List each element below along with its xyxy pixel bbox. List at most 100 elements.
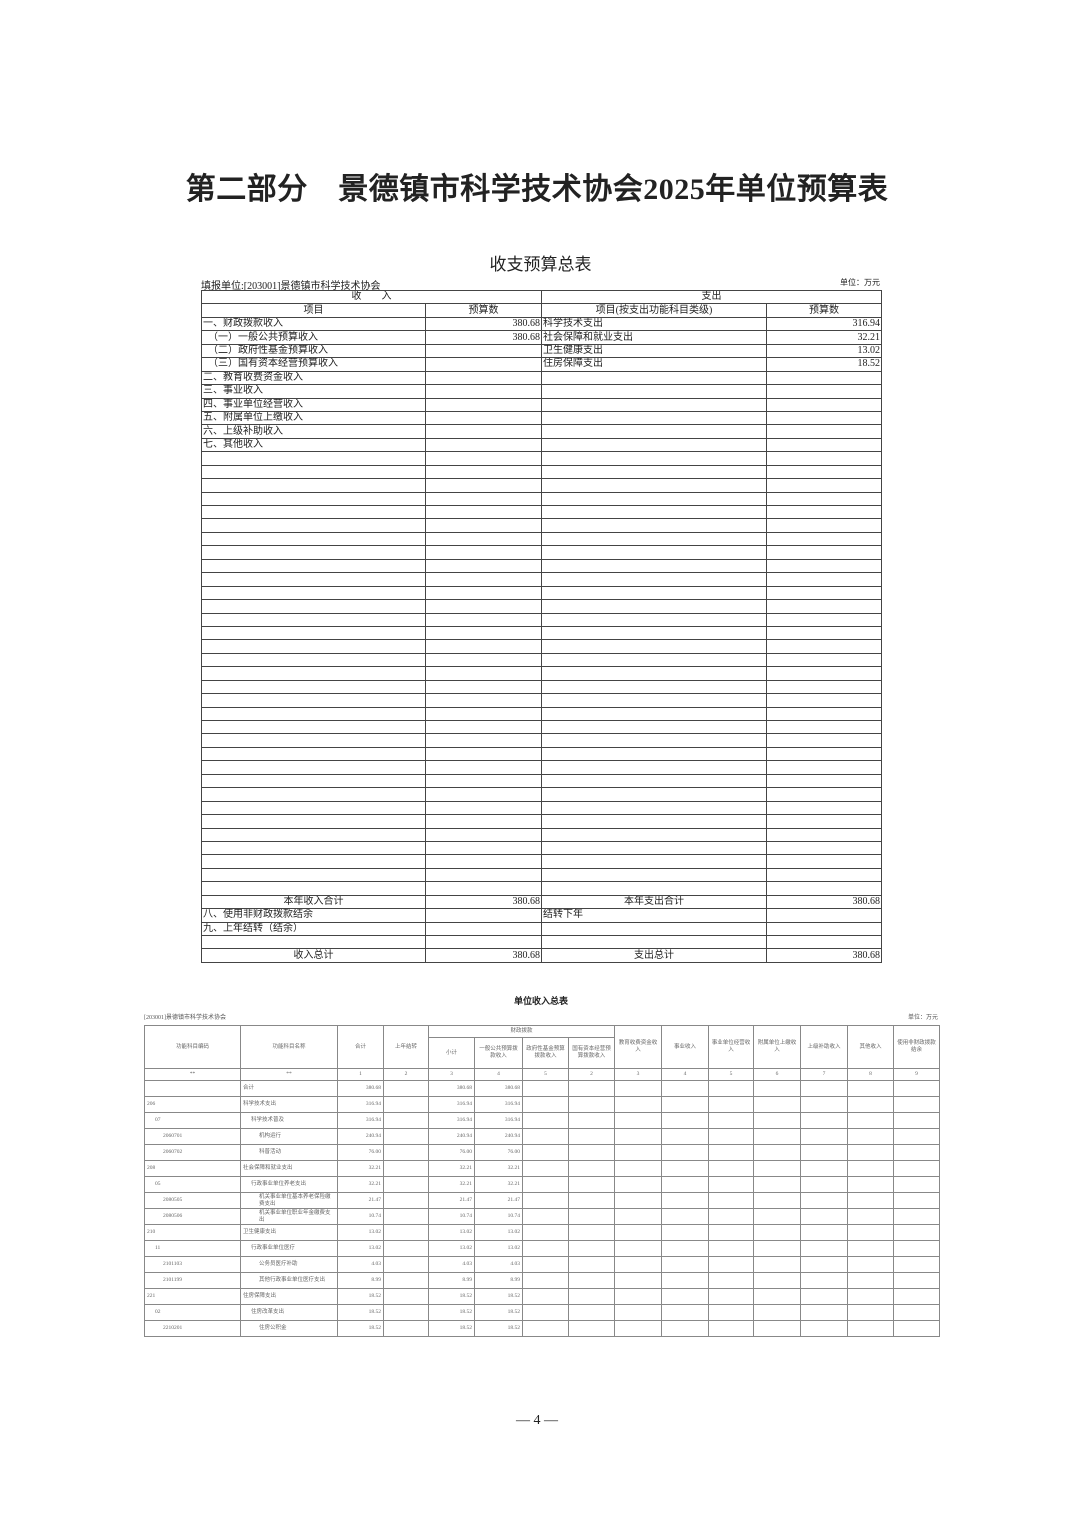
income-item: （一）一般公共预算收入 xyxy=(201,330,426,345)
carryover-amount xyxy=(383,1256,429,1273)
total-row xyxy=(201,934,882,950)
empty-cell xyxy=(567,1112,616,1129)
blank-cell xyxy=(541,733,767,748)
blank-cell xyxy=(766,652,882,668)
blank-cell xyxy=(201,840,426,856)
expense-item xyxy=(541,437,767,453)
income-item: 九、上年结转（结余） xyxy=(201,921,426,937)
function-code: 2101199 xyxy=(144,1272,241,1289)
blank-row xyxy=(201,867,882,883)
income-item: 五、附属单位上缴收入 xyxy=(201,410,426,426)
empty-cell xyxy=(614,1128,663,1145)
empty-cell xyxy=(614,1304,663,1321)
empty-cell xyxy=(522,1128,569,1145)
blank-cell xyxy=(425,464,542,480)
table-row: 2080506 机关事业单位职业年金缴费支出 10.74 10.74 10.74 xyxy=(144,1208,941,1225)
total-amount: 316.94 xyxy=(337,1096,384,1113)
column-index: 3 xyxy=(614,1068,663,1081)
blank-cell xyxy=(425,746,542,762)
blank-cell xyxy=(425,585,542,601)
blank-cell xyxy=(541,572,767,587)
carryover-amount xyxy=(383,1320,429,1337)
column-index: 8 xyxy=(847,1068,895,1081)
general-budget-amount: 21.47 xyxy=(474,1192,523,1209)
function-name: 机构运行 xyxy=(240,1128,338,1145)
blank-cell xyxy=(201,733,426,748)
blank-cell xyxy=(425,760,542,775)
empty-cell xyxy=(893,1288,941,1305)
blank-cell xyxy=(541,478,767,493)
function-name: 科普活动 xyxy=(240,1144,338,1161)
function-code: 2080506 xyxy=(144,1208,241,1225)
expense-budget xyxy=(766,384,882,399)
header-fiscal-sub: 小计 xyxy=(428,1037,475,1069)
empty-cell xyxy=(753,1304,802,1321)
expense-budget xyxy=(766,908,882,923)
empty-cell xyxy=(614,1256,663,1273)
blank-row xyxy=(201,854,882,869)
blank-cell xyxy=(766,531,882,547)
blank-row xyxy=(201,693,882,708)
empty-cell xyxy=(708,1208,755,1225)
fiscal-subtotal: 13.02 xyxy=(428,1224,475,1241)
reporting-unit: [203001]景德镇市科学技术协会 xyxy=(144,1015,226,1021)
blank-cell xyxy=(201,491,426,507)
blank-row xyxy=(201,612,882,627)
header-other: 使用非财政拨款结余 xyxy=(893,1025,941,1069)
blank-cell xyxy=(201,625,426,641)
blank-cell xyxy=(201,800,426,816)
empty-cell xyxy=(893,1256,941,1273)
carryover-amount xyxy=(383,1080,429,1097)
header-other: 附属单位上缴收入 xyxy=(753,1025,802,1069)
carryover-amount xyxy=(383,1288,429,1305)
blank-row xyxy=(201,706,882,722)
blank-cell xyxy=(541,881,767,896)
header-fiscal-sub: 国有资本经营预算拨款收入 xyxy=(567,1037,616,1069)
empty-cell xyxy=(567,1192,616,1209)
header-carryover: 上年结转 xyxy=(383,1025,429,1069)
expense-budget: 316.94 xyxy=(766,316,882,332)
function-code: 11 xyxy=(144,1240,241,1257)
empty-cell xyxy=(753,1224,802,1241)
total-amount: 18.52 xyxy=(337,1304,384,1321)
empty-cell xyxy=(800,1096,849,1113)
empty-cell xyxy=(893,1240,941,1257)
fiscal-subtotal: 32.21 xyxy=(428,1176,475,1193)
blank-cell xyxy=(201,746,426,762)
table-row: 2060701 机构运行 240.94 240.94 240.94 xyxy=(144,1128,941,1145)
blank-cell xyxy=(541,854,767,869)
blank-cell xyxy=(766,706,882,722)
expense-budget xyxy=(766,397,882,412)
table-row: 2101199 其他行政事业单位医疗支出 8.99 8.99 8.99 xyxy=(144,1272,941,1289)
empty-cell xyxy=(800,1112,849,1129)
blank-cell xyxy=(541,531,767,547)
carryover-amount xyxy=(383,1272,429,1289)
empty-cell xyxy=(753,1144,802,1161)
blank-cell xyxy=(766,854,882,869)
fiscal-subtotal: 8.99 xyxy=(428,1272,475,1289)
blank-cell xyxy=(201,814,426,829)
blank-row xyxy=(201,504,882,520)
blank-cell xyxy=(201,545,426,560)
empty-cell xyxy=(847,1208,895,1225)
income-budget xyxy=(425,384,542,399)
empty-cell xyxy=(522,1112,569,1129)
empty-cell xyxy=(753,1320,802,1337)
blank-cell xyxy=(425,840,542,856)
empty-cell xyxy=(847,1224,895,1241)
fiscal-subtotal: 32.21 xyxy=(428,1160,475,1177)
empty-cell xyxy=(567,1304,616,1321)
expense-budget xyxy=(766,424,882,439)
empty-cell xyxy=(661,1176,710,1193)
empty-cell xyxy=(753,1160,802,1177)
function-code: 208 xyxy=(144,1160,241,1177)
blank-cell xyxy=(766,612,882,627)
empty-cell xyxy=(847,1096,895,1113)
table-row: 2060702 科普活动 76.00 76.00 76.00 xyxy=(144,1144,941,1161)
empty-cell xyxy=(614,1224,663,1241)
expense-item: 科学技术支出 xyxy=(541,316,767,332)
empty-cell xyxy=(661,1080,710,1097)
total-amount: 18.52 xyxy=(337,1288,384,1305)
income-budget xyxy=(425,908,542,923)
empty-cell xyxy=(800,1320,849,1337)
